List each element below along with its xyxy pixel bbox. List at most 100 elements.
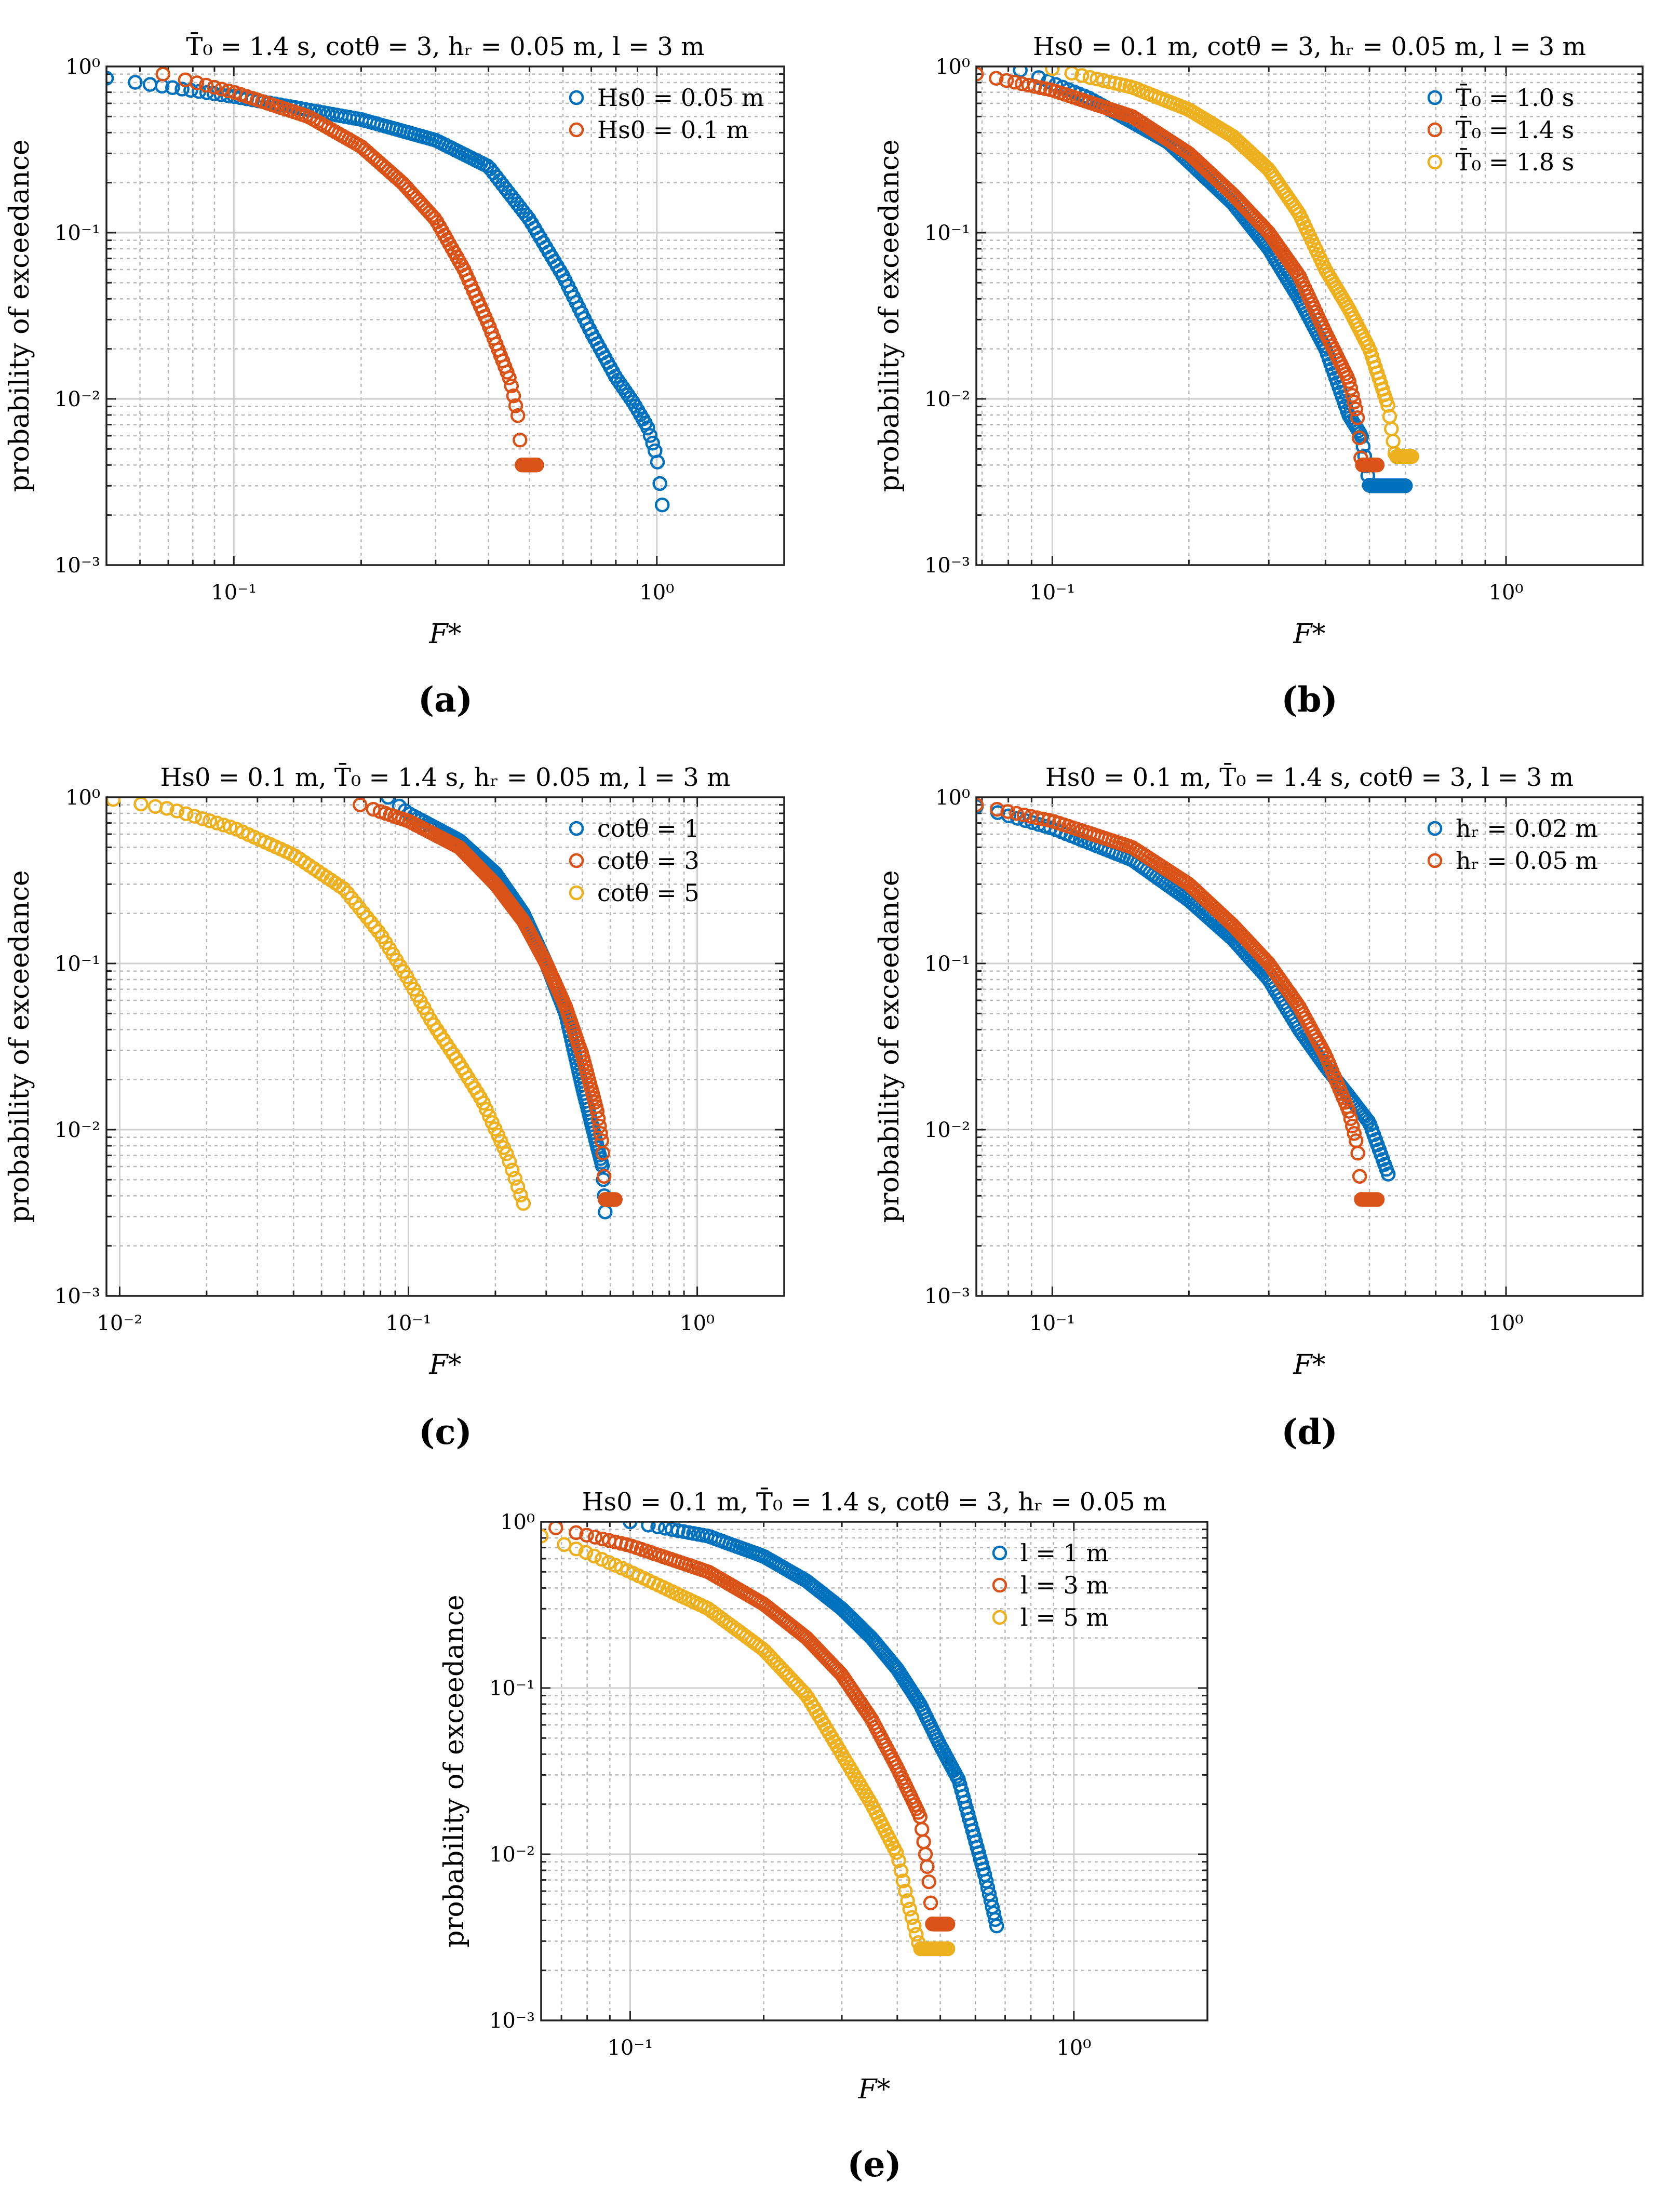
grid (105, 796, 785, 1297)
data-point (1347, 395, 1362, 410)
x-tick-label: 10⁰ (639, 581, 674, 605)
legend-label: hᵣ = 0.02 m (1456, 814, 1598, 842)
panel-label: (e) (847, 2144, 901, 2185)
plot-area (976, 66, 1643, 565)
data-point (169, 803, 185, 819)
x-tick-label: 10⁻² (97, 1311, 142, 1335)
data-point (592, 1118, 607, 1134)
series-2 (976, 66, 1385, 473)
data-point (128, 75, 143, 90)
data-point (1369, 1192, 1385, 1207)
data-point (976, 797, 984, 812)
data-point (1404, 449, 1419, 464)
x-axis-label: F* (857, 2074, 890, 2105)
y-axis-label: probability of exceedance (874, 139, 905, 492)
panel-label: (a) (418, 679, 473, 720)
legend-label: cotθ = 1 (597, 814, 700, 842)
legend-label: Hs0 = 0.05 m (597, 84, 764, 112)
data-point (900, 1893, 915, 1908)
data-point (159, 801, 174, 816)
series-2 (353, 797, 623, 1207)
data-point (1031, 70, 1046, 85)
legend-label: l = 3 m (1020, 1571, 1109, 1599)
data-point (593, 1126, 608, 1141)
data-layer (976, 797, 1396, 1207)
data-point (1347, 1126, 1362, 1141)
x-tick-label: 10⁰ (1489, 1311, 1524, 1335)
y-axis-label: probability of exceedance (439, 1595, 470, 1947)
panel-label: (c) (419, 1412, 472, 1452)
data-point (195, 811, 210, 826)
plot-title: T̄₀ = 1.4 s, cotθ = 3, hᵣ = 0.05 m, l = … (186, 31, 704, 61)
series-3 (106, 797, 531, 1211)
legend: hᵣ = 0.02 m hᵣ = 0.05 m (1427, 814, 1598, 875)
axis-frame (975, 65, 1644, 566)
data-point (513, 433, 528, 448)
y-axis-label: probability of exceedance (874, 870, 905, 1223)
chart-panel-d: 10⁻¹ 10⁰ 10⁻³ 10⁻² 10⁻¹ 10⁰ Hs0 = 0.1 m, T̄₀ =… (874, 762, 1644, 1452)
data-point (216, 818, 232, 833)
data-point (608, 1192, 623, 1207)
data-point (902, 1901, 918, 1917)
y-tick-label: 10⁰ (500, 1510, 535, 1534)
data-point (1345, 387, 1360, 403)
data-point (594, 1552, 610, 1567)
data-point (1343, 1111, 1359, 1127)
legend: cotθ = 1 cotθ = 3 cotθ = 5 (569, 814, 700, 907)
x-tick-label: 10⁻¹ (607, 2036, 653, 2060)
y-tick-label: 10⁻² (924, 1118, 970, 1142)
plot-title: Hs0 = 0.1 m, T̄₀ = 1.4 s, cotθ = 3, hᵣ =… (582, 1486, 1167, 1517)
x-tick-label: 10⁰ (1489, 581, 1524, 605)
data-point (336, 881, 351, 896)
legend-marker (992, 1577, 1007, 1593)
panel-label: (b) (1281, 679, 1338, 720)
data-point (1032, 80, 1048, 96)
data-point (1348, 401, 1363, 417)
data-point (1351, 430, 1367, 446)
data-point (989, 71, 1004, 86)
data-point (508, 398, 523, 413)
series-2 (976, 797, 1385, 1207)
data-point (642, 428, 658, 443)
data-point (505, 1162, 520, 1177)
data-point (155, 66, 171, 82)
data-point (206, 86, 222, 101)
chart-panel-b: 10⁻¹ 10⁰ 10⁻³ 10⁻² 10⁻¹ 10⁰ Hs0 = 0.1 m, cotθ … (874, 32, 1644, 720)
plot-title: Hs0 = 0.1 m, T̄₀ = 1.4 s, cotθ = 3, l = … (1045, 762, 1574, 792)
data-point (898, 1883, 913, 1899)
data-point (999, 73, 1014, 88)
series-1 (623, 1522, 1004, 1934)
data-point (988, 1912, 1003, 1927)
y-axis-label: probability of exceedance (4, 139, 35, 492)
data-point (506, 388, 521, 404)
data-point (516, 1196, 531, 1211)
data-point (904, 1910, 920, 1925)
data-point (590, 1111, 606, 1127)
x-tick-label: 10⁻¹ (386, 1311, 432, 1335)
data-point (623, 1522, 638, 1530)
axis-frame (105, 796, 785, 1297)
data-point (1350, 410, 1365, 425)
data-point (1345, 1118, 1360, 1134)
data-point (1000, 804, 1015, 819)
legend-marker (1427, 853, 1443, 868)
data-point (652, 476, 667, 491)
axis-frame (540, 1521, 1208, 2021)
y-tick-label: 10⁻¹ (924, 952, 970, 976)
x-axis-label: F* (1293, 619, 1325, 650)
x-tick-label: 10⁻¹ (211, 581, 257, 605)
data-point (198, 77, 214, 93)
data-point (502, 1154, 517, 1169)
y-tick-label: 10⁻³ (924, 554, 970, 578)
data-point (1007, 75, 1023, 90)
plot-area (541, 1522, 1207, 2020)
series-2 (155, 66, 544, 473)
legend-label: cotθ = 3 (597, 847, 700, 875)
legend-marker (569, 853, 584, 868)
data-point (174, 82, 190, 97)
chart-panel-e: 10⁻¹ 10⁰ 10⁻³ 10⁻² 10⁻¹ 10⁰ Hs0 = 0.1 m, T̄₀ =… (439, 1486, 1208, 2185)
chart-panel-a: 10⁻¹ 10⁰ 10⁻³ 10⁻² 10⁻¹ 10⁰ T̄₀ = 1.4 s, cotθ … (4, 31, 785, 720)
data-point (1369, 458, 1385, 473)
y-tick-label: 10⁻² (489, 1843, 535, 1867)
